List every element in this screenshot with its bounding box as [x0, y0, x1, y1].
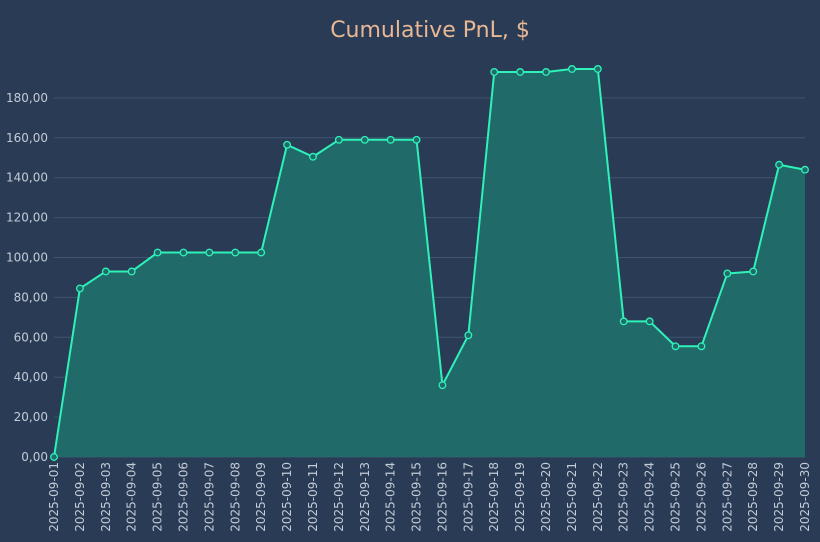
y-tick-label: 100,00	[6, 251, 48, 265]
x-tick-label: 2025-09-28	[746, 462, 760, 532]
x-tick-label: 2025-09-03	[99, 462, 113, 532]
x-tick-label: 2025-09-02	[73, 462, 87, 532]
chart-title: Cumulative PnL, $	[330, 18, 530, 43]
data-point[interactable]	[257, 248, 266, 257]
x-tick-label: 2025-09-12	[332, 462, 346, 532]
x-tick-label: 2025-09-07	[202, 462, 216, 532]
x-tick-label: 2025-09-24	[643, 462, 657, 532]
x-tick-label: 2025-09-05	[151, 462, 165, 532]
data-points	[50, 65, 809, 461]
x-tick-label: 2025-09-21	[565, 462, 579, 532]
y-tick-label: 180,00	[6, 91, 48, 105]
data-point[interactable]	[775, 160, 784, 169]
data-point[interactable]	[50, 453, 58, 461]
x-tick-label: 2025-09-18	[487, 462, 501, 532]
data-point[interactable]	[412, 135, 421, 144]
x-tick-label: 2025-09-27	[720, 462, 734, 532]
data-point[interactable]	[101, 267, 110, 276]
data-point[interactable]	[490, 68, 499, 76]
x-tick-label: 2025-09-01	[47, 462, 61, 532]
x-tick-label: 2025-09-15	[410, 462, 424, 532]
x-tick-label: 2025-09-17	[461, 462, 475, 532]
data-point[interactable]	[283, 140, 292, 149]
x-axis-tick-labels: 2025-09-01 2025-09-02 2025-09-03 2025-09-04…	[47, 462, 812, 532]
data-point[interactable]	[309, 152, 317, 161]
x-tick-label: 2025-09-09	[254, 462, 268, 532]
data-point[interactable]	[75, 284, 84, 293]
x-tick-label: 2025-09-11	[306, 462, 320, 532]
x-tick-label: 2025-09-23	[617, 462, 631, 532]
x-tick-label: 2025-09-25	[669, 462, 683, 532]
data-point[interactable]	[464, 331, 473, 340]
data-point[interactable]	[386, 135, 395, 144]
y-tick-label: 0,00	[21, 450, 48, 464]
x-tick-label: 2025-09-19	[513, 462, 527, 532]
data-point[interactable]	[619, 317, 628, 326]
x-tick-label: 2025-09-14	[384, 462, 398, 532]
data-point[interactable]	[697, 342, 706, 351]
x-tick-label: 2025-09-16	[435, 462, 449, 532]
data-point[interactable]	[749, 267, 758, 276]
data-point[interactable]	[153, 248, 162, 257]
data-point[interactable]	[360, 135, 369, 144]
series-line	[53, 67, 806, 458]
x-tick-label: 2025-09-13	[358, 462, 372, 532]
data-point[interactable]	[438, 381, 447, 390]
x-tick-label: 2025-09-30	[798, 462, 812, 532]
x-tick-label: 2025-09-22	[591, 462, 605, 532]
x-tick-label: 2025-09-10	[280, 462, 294, 532]
data-point[interactable]	[127, 267, 136, 276]
data-point[interactable]	[801, 165, 809, 174]
data-point[interactable]	[334, 135, 343, 144]
data-point[interactable]	[542, 68, 550, 76]
y-tick-label: 160,00	[6, 131, 48, 145]
y-tick-label: 40,00	[14, 370, 48, 384]
y-tick-label: 80,00	[14, 290, 48, 304]
y-tick-label: 60,00	[14, 330, 48, 344]
x-tick-label: 2025-09-06	[176, 462, 190, 532]
data-point[interactable]	[567, 65, 576, 73]
x-tick-label: 2025-09-08	[228, 462, 242, 532]
y-axis-tick-labels: 0,00 20,00 40,00 60,00 80,00 100,00 120,00 140,…	[6, 91, 48, 464]
x-tick-label: 2025-09-20	[539, 462, 553, 532]
data-point[interactable]	[205, 248, 214, 257]
data-point[interactable]	[516, 68, 525, 76]
x-tick-label: 2025-09-26	[694, 462, 708, 532]
series-line-layer	[53, 67, 806, 458]
data-point[interactable]	[593, 65, 602, 73]
data-point[interactable]	[645, 317, 654, 326]
data-point[interactable]	[179, 248, 188, 257]
data-point[interactable]	[723, 269, 732, 278]
x-tick-label: 2025-09-29	[772, 462, 786, 532]
data-point[interactable]	[231, 248, 240, 257]
data-point[interactable]	[671, 342, 680, 351]
y-tick-label: 140,00	[6, 171, 48, 185]
y-tick-label: 120,00	[6, 211, 48, 225]
x-tick-label: 2025-09-04	[125, 462, 139, 532]
y-tick-label: 20,00	[14, 410, 48, 424]
